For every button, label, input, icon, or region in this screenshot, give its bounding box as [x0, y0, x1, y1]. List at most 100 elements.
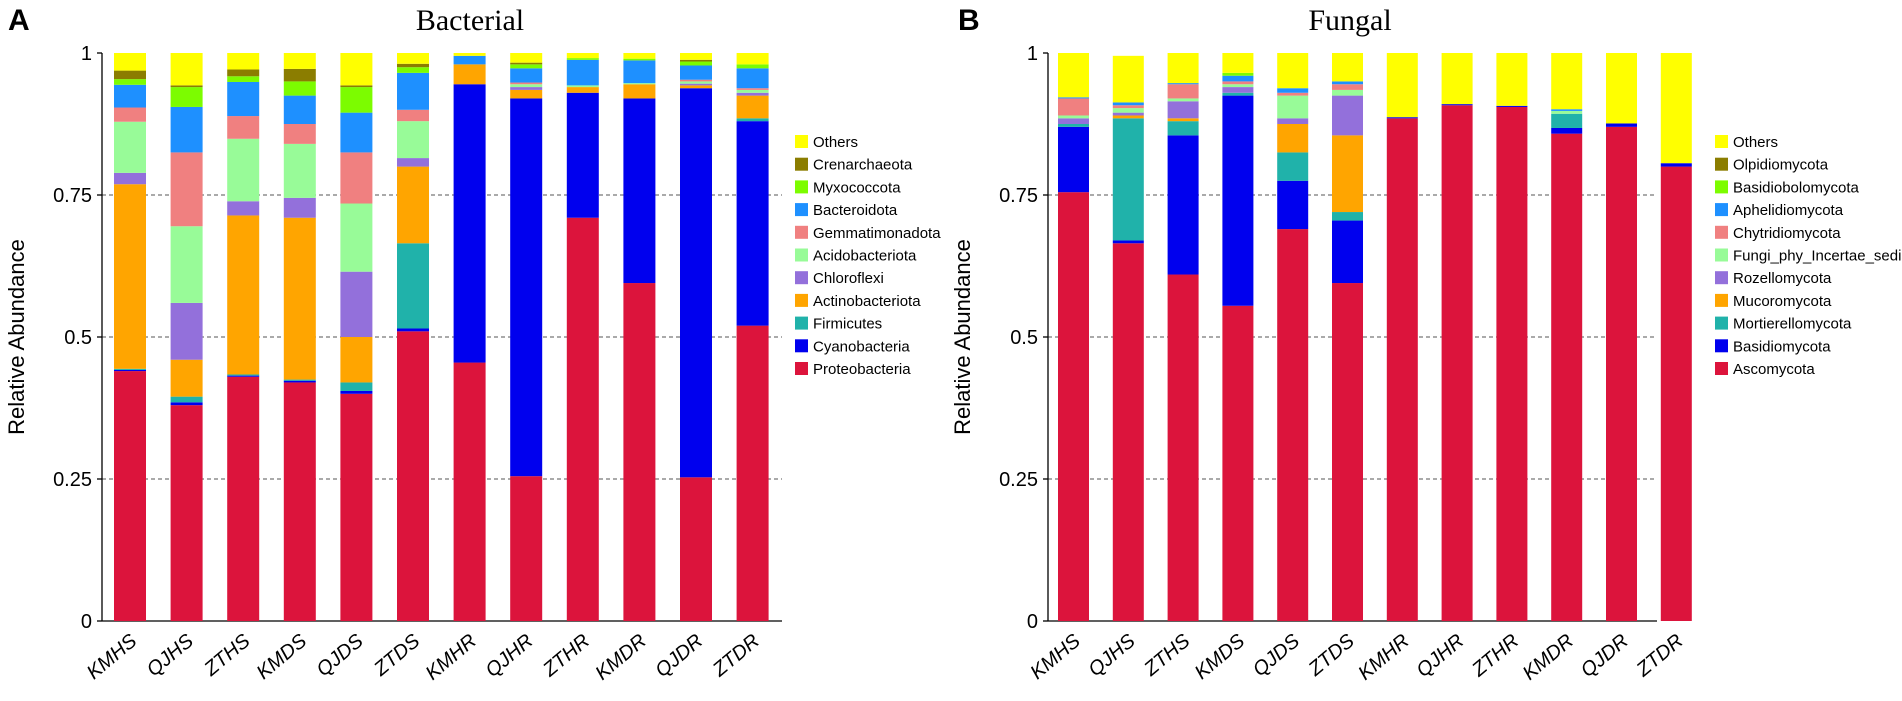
panel-b-bar-kmhs — [1058, 53, 1089, 621]
panel-a-segment-others — [453, 53, 486, 56]
panel-b-segment-others — [1332, 53, 1363, 82]
panel-a-bar-kmdr — [623, 53, 656, 621]
panel-a-segment-chloroflexi — [227, 201, 260, 216]
panel-a-segment-gemmatimonadota — [340, 152, 373, 204]
panel-a-bar-kmds — [283, 53, 316, 621]
panel-b-segment-ascomycota — [1441, 105, 1473, 622]
panel-a-segment-bacteroidota — [170, 106, 203, 153]
panel-a-segment-actinobacteriota — [114, 184, 146, 369]
panel-b-legend-swatch — [1715, 316, 1728, 330]
panel-b-segment-ascomycota — [1660, 166, 1692, 621]
panel-a-xtick-label: QJHS — [143, 630, 199, 682]
panel-a-segment-crenarchaeota — [397, 63, 429, 68]
panel-a-segment-actinobacteriota — [340, 337, 373, 383]
panel-b-segment-aphelidiomycota — [1222, 75, 1254, 82]
panel-b-legend-label: Fungi_phy_Incertae_sedis — [1733, 248, 1902, 265]
panel-b-segment-chytridiomycota — [1277, 92, 1309, 96]
panel-a-segment-firmicutes — [227, 374, 260, 376]
panel-a: A Bacterial Relative Abundance 0 0.25 0.5 0.75… — [4, 4, 941, 685]
panel-b-segment-basidiobolomycota — [1222, 72, 1254, 76]
panel-b-xtick-label: QJHS — [1085, 630, 1141, 682]
panel-b-segment-aphelidiomycota — [1277, 88, 1309, 93]
panel-a-segment-actinobacteriota — [397, 166, 429, 244]
panel-b-xtick-label: QJDS — [1249, 630, 1305, 682]
panel-a-legend-swatch — [795, 135, 808, 148]
panel-a-bar-qjhr — [510, 53, 543, 621]
panel-b-segment-rozellomycota — [1167, 101, 1199, 119]
panel-a-segment-bacteroidota — [397, 72, 429, 110]
panel-a-segment-proteobacteria — [680, 477, 712, 621]
panel-a-segment-bacteroidota — [283, 95, 316, 124]
panel-b-segment-others — [1222, 53, 1254, 73]
panel-b-bar-qjhs — [1112, 55, 1144, 621]
panel-a-legend-label: Gemmatimonadota — [813, 225, 941, 242]
panel-a-legend-label: Others — [813, 134, 858, 151]
panel-a-segment-gemmatimonadota — [680, 79, 712, 82]
panel-b-segment-rozellomycota — [1332, 95, 1363, 136]
panel-a-segment-others — [227, 53, 260, 70]
panel-a-legend-swatch — [795, 271, 808, 285]
panel-a-bar-qjds — [340, 53, 373, 621]
panel-a-legend-swatch — [795, 293, 808, 307]
panel-b-segment-aphelidiomycota — [1058, 97, 1089, 99]
panel-a-segment-myxococcota — [566, 58, 599, 60]
panel-a-segment-chloroflexi — [510, 87, 543, 90]
panel-b-legend-swatch — [1715, 225, 1728, 239]
panel-a-bar-qjdr — [680, 53, 712, 621]
panel-a-segment-acidobacteriota — [680, 81, 712, 84]
panel-b-segment-basidiomycota — [1660, 163, 1692, 167]
panel-a-bar-kmhr — [453, 53, 486, 621]
panel-a-segment-gemmatimonadota — [397, 109, 429, 122]
panel-a-segment-acidobacteriota — [510, 84, 543, 88]
panel-a-segment-acidobacteriota — [227, 138, 260, 202]
panel-a-xtick-label: ZTDS — [369, 630, 424, 681]
panel-b-segment-basidiomycota — [1167, 135, 1199, 275]
panel-a-segment-myxococcota — [227, 76, 260, 82]
panel-a-segment-myxococcota — [623, 58, 656, 61]
panel-a-segment-myxococcota — [114, 79, 146, 85]
panel-a-segment-acidobacteriota — [170, 226, 203, 303]
panel-b-segment-basidiomycota — [1551, 127, 1583, 134]
panel-a-segment-proteobacteria — [283, 382, 316, 621]
panel-a-segment-cyanobacteria — [227, 375, 260, 377]
panel-b-segment-ascomycota — [1386, 118, 1418, 621]
panel-a-xtick-label: KMDR — [591, 630, 650, 685]
panel-a-segment-cyanobacteria — [623, 98, 656, 284]
panel-a-segment-proteobacteria — [227, 376, 260, 621]
panel-b-legend-label: Basidiobolomycota — [1733, 179, 1860, 196]
panel-a-segment-gemmatimonadota — [736, 88, 769, 90]
panel-a-segment-others — [170, 53, 203, 86]
panel-a-segment-cyanobacteria — [566, 92, 599, 218]
panel-a-segment-cyanobacteria — [114, 369, 146, 372]
panel-b-segment-fungi-phy-incertae-sedis — [1058, 115, 1089, 119]
panel-a-segment-firmicutes — [340, 382, 373, 391]
panel-b-ytick-label: 0.5 — [1010, 327, 1038, 349]
panel-b-segment-others — [1441, 53, 1473, 105]
panel-b-xtick-label: KMHR — [1354, 630, 1413, 685]
panel-a-segment-gemmatimonadota — [283, 124, 316, 144]
panel-b: B Fungal Relative Abundance 0 0.25 0.5 0.75 1 KM… — [950, 4, 1902, 685]
panel-a-segment-others — [114, 53, 146, 71]
panel-a-segment-cyanobacteria — [340, 390, 373, 394]
panel-a-segment-proteobacteria — [510, 476, 543, 621]
panel-b-segment-mortierellomycota — [1332, 212, 1363, 221]
panel-a-segment-proteobacteria — [623, 283, 656, 621]
panel-a-segment-myxococcota — [510, 64, 543, 69]
panel-b-letter: B — [958, 4, 980, 37]
panel-b-legend-label: Chytridiomycota — [1733, 225, 1841, 242]
panel-a-segment-gemmatimonadota — [510, 82, 543, 85]
panel-a-segment-actinobacteriota — [453, 64, 486, 85]
panel-b-bar-kmhr — [1386, 53, 1418, 621]
panel-b-segment-mucoromycota — [1167, 118, 1199, 122]
panel-b-legend-label: Mortierellomycota — [1733, 316, 1852, 333]
panel-b-legend-swatch — [1715, 271, 1728, 285]
panel-a-segment-firmicutes — [736, 118, 769, 122]
panel-a-xtick-label: QJHR — [482, 630, 538, 682]
panel-b-bar-ztdr — [1660, 53, 1692, 621]
panel-b-segment-ascomycota — [1167, 274, 1199, 621]
panel-a-segment-actinobacteriota — [227, 215, 260, 375]
panel-a-segment-acidobacteriota — [114, 121, 146, 173]
panel-a-segment-chloroflexi — [340, 271, 373, 337]
panel-a-legend-swatch — [795, 225, 808, 239]
panel-a-segment-myxococcota — [680, 61, 712, 66]
